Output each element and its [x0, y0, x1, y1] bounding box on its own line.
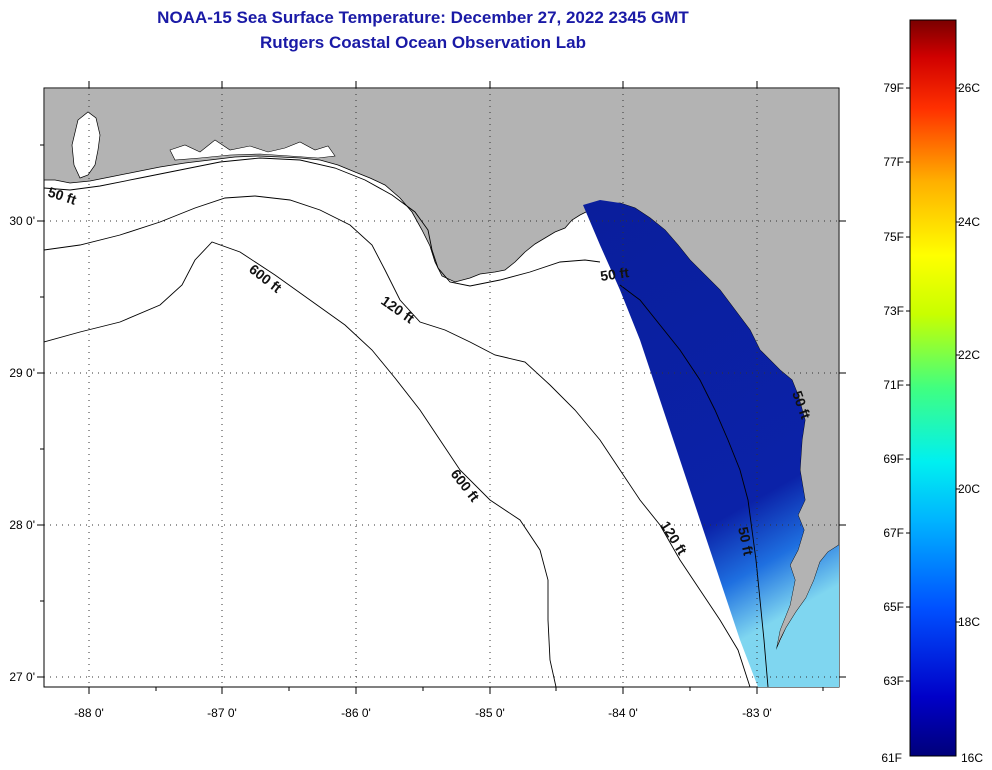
- colorbar-c-label: 16C: [961, 751, 983, 765]
- colorbar-c-label: 26C: [958, 81, 980, 95]
- lon-label: -88 0': [74, 706, 104, 720]
- colorbar-c-label: 24C: [958, 215, 980, 229]
- isobath-50ft-east: [619, 284, 769, 687]
- lon-label: -85 0': [475, 706, 505, 720]
- lat-label: 27 0': [9, 670, 35, 684]
- isobath-600ft: [44, 241, 557, 687]
- coastal-bays: [169, 139, 336, 161]
- colorbar-f-label: 79F: [883, 81, 904, 95]
- mobile-bay: [71, 111, 101, 179]
- map-subtitle: Rutgers Coastal Ocean Observation Lab: [260, 33, 586, 52]
- colorbar-f-label: 69F: [883, 452, 904, 466]
- colorbar-c-label: 18C: [958, 615, 980, 629]
- colorbar-f-label: 75F: [883, 230, 904, 244]
- contour-label: 50 ft: [599, 264, 630, 284]
- colorbar-c-label: 22C: [958, 348, 980, 362]
- lon-label: -83 0': [742, 706, 772, 720]
- isobath-50ft-west: [44, 157, 601, 287]
- axis-ticks: [37, 81, 846, 694]
- colorbar-c-label: 20C: [958, 482, 980, 496]
- graticule: [44, 88, 839, 687]
- colorbar: [909, 19, 957, 757]
- colorbar-f-label: 65F: [883, 600, 904, 614]
- isobath-120ft: [44, 195, 751, 687]
- lon-label: -87 0': [207, 706, 237, 720]
- lon-label: -84 0': [608, 706, 638, 720]
- colorbar-ticks: [906, 87, 960, 682]
- lat-label: 30 0': [9, 214, 35, 228]
- contour-label: 50 ft: [735, 525, 757, 557]
- lon-label: -86 0': [341, 706, 371, 720]
- lat-label: 29 0': [9, 366, 35, 380]
- colorbar-f-label: 61F: [881, 751, 902, 765]
- colorbar-f-label: 71F: [883, 378, 904, 392]
- colorbar-f-label: 67F: [883, 526, 904, 540]
- lat-label: 28 0': [9, 518, 35, 532]
- colorbar-f-label: 63F: [883, 674, 904, 688]
- colorbar-f-label: 77F: [883, 155, 904, 169]
- map-title: NOAA-15 Sea Surface Temperature: Decembe…: [157, 8, 689, 27]
- colorbar-f-label: 73F: [883, 304, 904, 318]
- sst-swath: [583, 200, 839, 687]
